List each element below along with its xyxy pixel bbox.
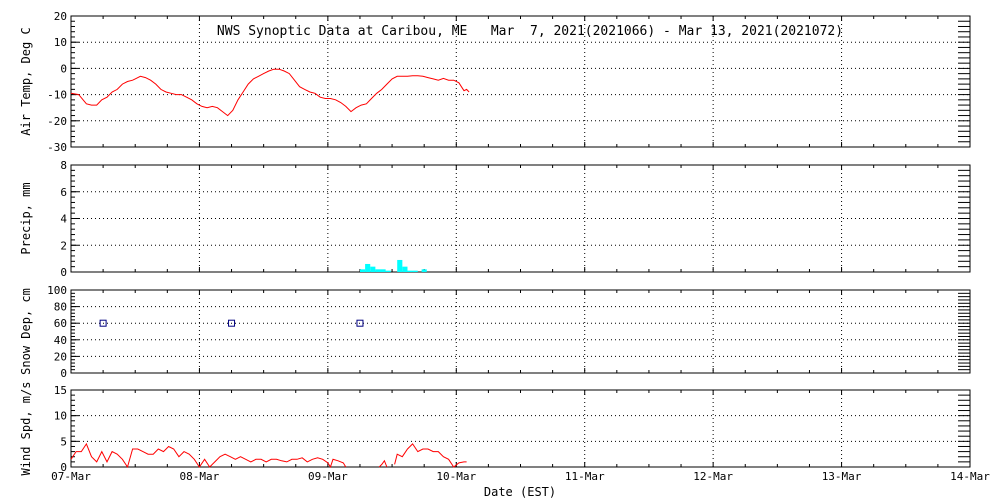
precip-bar — [421, 269, 427, 272]
y-tick-label: 10 — [54, 36, 67, 49]
snow-depth-point — [99, 319, 107, 327]
precip-bar — [407, 270, 413, 272]
panel-frame — [70, 389, 971, 468]
series-line — [70, 442, 347, 469]
precip-bar — [397, 259, 403, 272]
y-tick-label: 0 — [60, 367, 67, 380]
snow-depth-point — [356, 319, 364, 327]
y-axis-label: Snow Dep, cm — [19, 288, 33, 375]
y-tick-label: 15 — [54, 384, 67, 397]
chart-title: NWS Synoptic Data at Caribou, ME Mar 7, … — [217, 24, 843, 39]
x-tick-label: 09-Mar — [308, 470, 348, 483]
y-axis-label: Air Temp, Deg C — [19, 27, 33, 135]
y-tick-label: 2 — [60, 239, 67, 252]
y-tick-label: 80 — [54, 301, 67, 314]
y-tick-label: 0 — [60, 266, 67, 279]
y-tick-label: 60 — [54, 317, 67, 330]
y-tick-label: 20 — [54, 350, 67, 363]
precip-bar — [359, 269, 366, 272]
x-tick-label: 11-Mar — [565, 470, 605, 483]
x-tick-label: 07-Mar — [51, 470, 91, 483]
precip-bar — [385, 270, 391, 272]
panel-frame — [70, 289, 971, 374]
y-tick-label: -30 — [47, 141, 67, 154]
series-line — [394, 443, 467, 468]
y-tick-label: 40 — [54, 334, 67, 347]
precip-bar — [375, 269, 381, 272]
x-axis-label: Date (EST) — [484, 485, 556, 499]
precip-bar — [380, 269, 386, 272]
y-tick-label: -20 — [47, 115, 67, 128]
y-tick-label: 100 — [47, 284, 67, 297]
snow-depth-point — [228, 319, 236, 327]
series-line — [378, 459, 388, 468]
x-tick-label: 08-Mar — [180, 470, 220, 483]
precip-bar — [412, 270, 418, 272]
y-tick-label: 8 — [60, 159, 67, 172]
y-tick-label: 0 — [60, 461, 67, 474]
y-tick-label: 20 — [54, 10, 67, 23]
x-tick-label: 10-Mar — [436, 470, 476, 483]
y-axis-label: Wind Spd, m/s — [19, 382, 33, 476]
y-tick-label: 6 — [60, 186, 67, 199]
precip-bar — [370, 266, 376, 272]
x-tick-label: 14-Mar — [950, 470, 990, 483]
y-tick-label: 10 — [54, 410, 67, 423]
y-tick-label: 4 — [60, 213, 67, 226]
y-tick-label: -10 — [47, 89, 67, 102]
y-tick-label: 5 — [60, 435, 67, 448]
precip-bar — [365, 263, 371, 272]
y-axis-label: Precip, mm — [19, 182, 33, 254]
x-tick-label: 13-Mar — [822, 470, 862, 483]
series-line — [70, 68, 470, 117]
precip-bar — [402, 266, 408, 272]
y-tick-label: 0 — [60, 62, 67, 75]
x-tick-label: 12-Mar — [693, 470, 733, 483]
